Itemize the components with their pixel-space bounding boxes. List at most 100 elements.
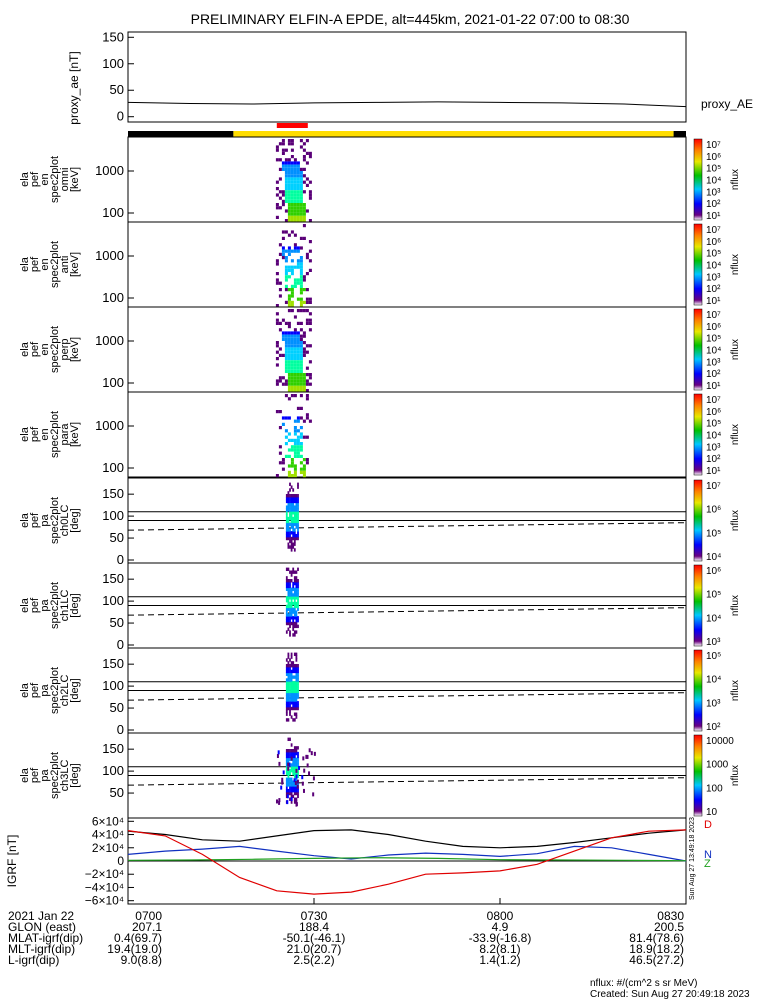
spectrogram-cell [293, 474, 297, 478]
panel-frame [127, 391, 687, 478]
spectrogram-cell [289, 768, 291, 773]
spectrogram-cell [296, 193, 300, 197]
spectrogram-cell [290, 357, 294, 361]
colorbar [693, 138, 703, 221]
spectrogram-cell [293, 698, 296, 702]
status-bar [128, 131, 686, 137]
spectrogram-cell [293, 190, 297, 194]
spectrogram-cell [285, 579, 288, 583]
spectrogram-cell [296, 203, 300, 207]
spectrogram-cell [278, 353, 282, 357]
spectrogram-cell [296, 451, 300, 455]
spectrogram-cell [297, 536, 299, 541]
spectrogram-cell [297, 616, 299, 620]
spectrogram-cell [287, 754, 290, 759]
spectrogram-cell [297, 751, 299, 756]
spectrogram-cell [284, 442, 288, 446]
spectrogram-cell [287, 219, 291, 223]
spectrogram-cell [281, 777, 284, 782]
spectrogram-cell [293, 353, 297, 357]
spectrogram-cell [290, 180, 294, 184]
spectrogram-cell [297, 672, 299, 676]
spectrogram-cell [284, 284, 288, 288]
spectrogram-cell [295, 683, 298, 688]
spectrogram-cell [290, 438, 294, 442]
colorbar-tick-label: 10⁴ [706, 346, 721, 357]
spectrogram-cell [297, 664, 299, 668]
panel-ylabel-line: pef [29, 512, 41, 528]
spectrogram-cell [289, 621, 291, 626]
colorbar-unit-label: nflux [730, 424, 741, 445]
spectrogram-cell [289, 630, 291, 634]
spectrogram-cell [292, 584, 295, 589]
spectrogram-cell [285, 494, 288, 498]
spectrogram-cell [281, 780, 284, 785]
spectrogram-cell [295, 621, 298, 626]
spectrogram-cell [295, 613, 298, 617]
spectrogram-cell [295, 706, 298, 711]
spectrogram-cell [282, 770, 285, 775]
panel-ylabel-line: spec2plot [49, 156, 61, 203]
spectrogram-cell [308, 259, 312, 263]
spectrogram-cell [292, 754, 295, 759]
panel-tick-label: 1000 [95, 418, 124, 433]
spectrogram-cell [285, 516, 288, 521]
spectrogram-cell [290, 652, 293, 657]
spectrogram-cell [290, 681, 293, 685]
spectrogram-cell [296, 259, 300, 263]
panel-tick-label: 50 [110, 785, 124, 800]
spectrogram-cell [297, 513, 299, 518]
spectrogram-cell [290, 542, 293, 546]
spectrogram-cell [278, 158, 282, 162]
ephemeris-cell: 0830 [657, 909, 684, 923]
spectrogram-cell [285, 505, 288, 509]
spectrogram-cell [284, 171, 288, 175]
panel-ylabel-line: spec2plot [49, 411, 61, 458]
panel-tick-label: 100 [102, 678, 124, 693]
spectrogram-cell [293, 448, 297, 452]
spectrogram-cell [281, 422, 285, 426]
spectrogram-cell [299, 199, 303, 203]
spectrogram-cell [275, 281, 279, 285]
spectrogram-cell [278, 294, 282, 298]
spectrogram-cell [296, 337, 300, 341]
spectrogram-cell [295, 749, 298, 753]
spectrogram-cell [293, 187, 297, 191]
spectrogram-cell [293, 454, 297, 458]
spectrogram-cell [290, 601, 293, 606]
spectrogram-cell [295, 579, 298, 583]
spectrogram-cell [297, 624, 299, 629]
spectrogram-cell [287, 516, 290, 521]
spectrogram-cell [284, 193, 288, 197]
spectrogram-cell [305, 366, 309, 370]
spectrogram-cell [293, 177, 297, 181]
spectrogram-cell [275, 259, 279, 263]
spectrogram-cell [289, 658, 291, 662]
spectrogram-cell [293, 542, 296, 546]
spectrogram-cell [293, 624, 296, 629]
spectrogram-cell [275, 262, 279, 266]
spectrogram-cell [287, 618, 290, 623]
spectrogram-cell [287, 695, 290, 699]
spectrogram-cell [289, 533, 291, 538]
spectrogram-cell [299, 445, 303, 449]
spectrogram-cell [302, 347, 306, 351]
spectrogram-cell [290, 579, 293, 583]
spectrogram-cell [278, 167, 282, 171]
spectrogram-cell [302, 373, 306, 377]
spectrogram-cell [293, 536, 296, 541]
spectrogram-cell [299, 309, 303, 313]
spectrogram-cell [299, 426, 303, 430]
loss-cone-line [127, 692, 687, 701]
spectrogram-cell [297, 482, 299, 487]
spectrogram-cell [295, 681, 298, 685]
energy-panel: 1001000elapefenspec2plotperp[keV]10⁷10⁶1… [19, 306, 741, 393]
colorbar-tick-label: 10⁴ [706, 675, 721, 686]
spectrogram-cell [290, 621, 293, 626]
spectrogram-cell [287, 265, 291, 269]
spectrogram-cell [295, 802, 298, 807]
spectrogram-cell [275, 193, 279, 197]
spectrogram-cell [285, 621, 288, 626]
spectrogram-cell [296, 389, 300, 393]
